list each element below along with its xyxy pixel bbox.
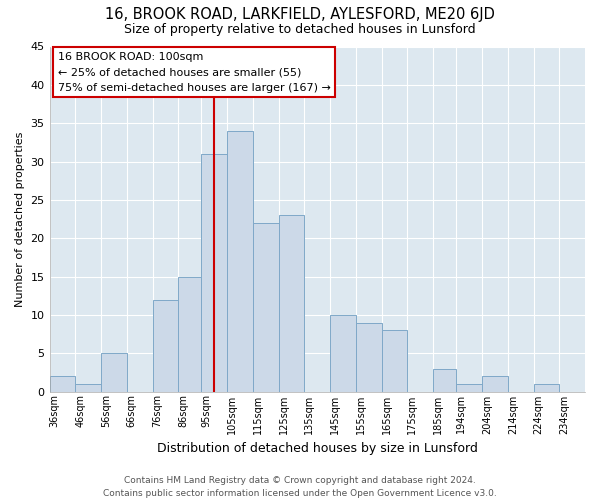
Bar xyxy=(533,384,559,392)
Bar xyxy=(152,300,178,392)
Bar xyxy=(202,154,227,392)
Bar xyxy=(178,276,202,392)
Bar xyxy=(278,215,304,392)
Bar xyxy=(330,315,356,392)
Text: Contains HM Land Registry data © Crown copyright and database right 2024.
Contai: Contains HM Land Registry data © Crown c… xyxy=(103,476,497,498)
Bar xyxy=(382,330,407,392)
Bar xyxy=(50,376,75,392)
Bar xyxy=(356,322,382,392)
Bar xyxy=(227,131,253,392)
Bar xyxy=(482,376,508,392)
Y-axis label: Number of detached properties: Number of detached properties xyxy=(15,132,25,306)
Bar xyxy=(253,223,278,392)
Bar xyxy=(75,384,101,392)
Text: Size of property relative to detached houses in Lunsford: Size of property relative to detached ho… xyxy=(124,22,476,36)
Text: 16 BROOK ROAD: 100sqm
← 25% of detached houses are smaller (55)
75% of semi-deta: 16 BROOK ROAD: 100sqm ← 25% of detached … xyxy=(58,52,331,93)
Bar xyxy=(456,384,482,392)
Text: 16, BROOK ROAD, LARKFIELD, AYLESFORD, ME20 6JD: 16, BROOK ROAD, LARKFIELD, AYLESFORD, ME… xyxy=(105,8,495,22)
Bar xyxy=(101,353,127,392)
Bar xyxy=(433,368,456,392)
X-axis label: Distribution of detached houses by size in Lunsford: Distribution of detached houses by size … xyxy=(157,442,478,455)
